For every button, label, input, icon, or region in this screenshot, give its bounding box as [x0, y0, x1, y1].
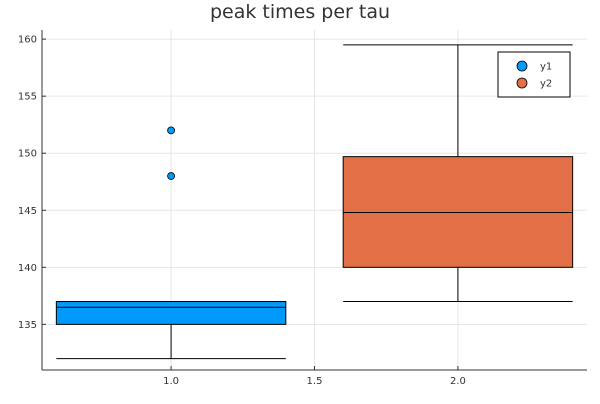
x-tick-label: 2.0 [450, 376, 466, 387]
y-tick-label: 145 [18, 206, 37, 217]
outlier-point [167, 126, 175, 135]
boxplot-y2 [342, 44, 574, 303]
legend-box [497, 51, 571, 98]
legend: y1 y2 [497, 51, 571, 98]
y-tick-label: 135 [18, 320, 37, 331]
chart-title: peak times per tau [209, 1, 391, 23]
y-tick-label: 160 [18, 35, 37, 46]
y-tick-label: 140 [18, 263, 37, 274]
box [55, 301, 287, 325]
x-tick-label: 1.0 [163, 376, 179, 387]
box [342, 156, 574, 268]
legend-marker-y1 [516, 60, 528, 72]
legend-label-y1: y1 [540, 62, 552, 73]
outlier-point [167, 172, 175, 180]
legend-label-y2: y2 [540, 79, 552, 90]
boxplot-y1 [55, 126, 287, 360]
y-tick-label: 150 [18, 149, 37, 160]
x-tick-label: 1.5 [307, 376, 323, 387]
legend-marker-y2 [516, 77, 528, 89]
y-tick-label: 155 [18, 92, 37, 103]
